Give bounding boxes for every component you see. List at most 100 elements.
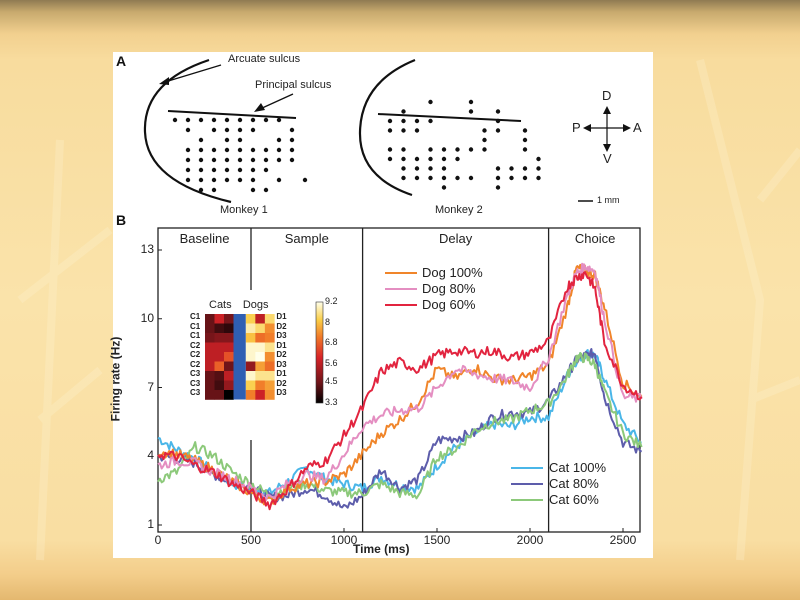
compass-up-arrowhead	[603, 106, 611, 114]
monkey1-label: Monkey 1	[220, 204, 268, 216]
monkey1-recording-site	[211, 157, 217, 163]
monkey2-recording-site	[401, 166, 406, 171]
heatmap-cell-cat	[224, 342, 234, 353]
heatmap-cell-cat	[224, 323, 234, 334]
monkey2-recording-site	[401, 175, 406, 181]
monkey1-recording-site	[250, 177, 256, 183]
series-line-cat-60-	[157, 352, 643, 500]
monkey1-arcuate-sulcus	[143, 58, 232, 204]
arcuate-arrow	[164, 64, 222, 83]
monkey2-recording-site	[536, 175, 541, 181]
heatmap-cell-dog	[264, 323, 275, 334]
plot-frame	[157, 227, 641, 533]
heatmap-cell-dog	[264, 380, 275, 391]
monkey1-recording-site	[185, 157, 191, 163]
heatmap-cell-cat	[205, 314, 215, 324]
x-tick-label: 1500	[423, 533, 451, 547]
monkey2-recording-site	[495, 118, 501, 124]
monkey1-recording-site	[250, 147, 256, 153]
monkey2-recording-site	[414, 175, 420, 181]
monkey1-recording-site	[276, 137, 282, 143]
heatmap-row-label: C1	[190, 312, 201, 321]
legend-entry: Dog 100%	[422, 265, 483, 280]
heatmap-cell-cat	[214, 380, 225, 391]
heatmap-cell-dog	[264, 333, 275, 343]
monkey2-recording-site	[522, 137, 528, 143]
principal-sulcus-label: Principal sulcus	[255, 79, 332, 91]
y-tick-label: 4	[147, 448, 154, 463]
heatmap-row-label: D3	[276, 331, 287, 340]
monkey2-recording-site	[522, 166, 528, 171]
heatmap-cell-cat	[214, 390, 225, 400]
colorbar-tick-label: 6.8	[325, 337, 338, 348]
monkey2-arcuate-sulcus	[358, 58, 416, 197]
heatmap-cell-dog	[245, 323, 256, 334]
heatmap-row-label: D2	[276, 378, 287, 388]
monkey1-recording-site	[198, 117, 204, 123]
monkey1-recording-site	[198, 177, 204, 183]
monkey1-recording-site	[185, 127, 191, 133]
heatmap-cell-cat	[224, 390, 234, 400]
monkey2-recording-site	[495, 185, 501, 190]
heatmap-cell-dog	[264, 314, 275, 324]
y-tick-label: 7	[147, 379, 154, 394]
legend-entry: Dog 80%	[422, 281, 476, 296]
monkey1-recording-site	[289, 137, 295, 143]
heatmap-cell-cat	[224, 314, 234, 324]
monkey2-recording-site	[455, 156, 460, 162]
legend-entry: Cat 100%	[549, 460, 607, 475]
monkey2-recording-site	[536, 166, 541, 171]
monkey1-principal-sulcus	[167, 110, 297, 119]
y-tick-label: 10	[140, 310, 154, 325]
heatmap-cell-cat	[205, 323, 215, 334]
monkey1-recording-site	[263, 167, 269, 173]
monkey2-recording-site	[428, 175, 433, 181]
monkey2-recording-site	[522, 175, 528, 181]
monkey1-recording-site	[276, 177, 282, 183]
heatmap-row-label: C1	[190, 331, 201, 340]
epoch-label: Baseline	[179, 231, 230, 246]
monkey2-recording-site	[441, 156, 447, 162]
epoch-label: Choice	[574, 231, 616, 246]
monkey1-recording-site	[237, 167, 243, 173]
monkey1-recording-site	[198, 187, 204, 193]
compass-posterior-label: P	[572, 120, 581, 135]
monkey1-recording-site	[185, 177, 191, 183]
monkey2-recording-site	[468, 109, 474, 114]
heatmap-row-label: D1	[276, 312, 287, 321]
monkey1-recording-site	[224, 157, 230, 163]
heatmap-cell-dog	[255, 314, 266, 324]
heatmap-cell-dog	[255, 371, 266, 381]
monkey2-recording-site	[401, 109, 406, 114]
y-tick-label: 1	[147, 517, 154, 531]
heatmap-cell-cat	[205, 352, 215, 362]
panel-a-recording-map	[143, 58, 631, 204]
monkey1-recording-site	[198, 167, 204, 173]
monkey2-recording-site	[414, 166, 420, 171]
monkey1-recording-site	[263, 157, 269, 163]
monkey2-recording-site	[482, 137, 487, 143]
heatmap-row-label: C3	[190, 388, 201, 397]
firing-rate-chart	[157, 227, 643, 533]
heatmap-cell-dog	[255, 352, 266, 362]
heatmap-divider	[233, 314, 246, 400]
panel-b-letter: B	[116, 212, 127, 228]
monkey2-recording-site	[414, 128, 420, 133]
compass-dorsal-label: D	[602, 88, 612, 103]
monkey2-recording-site	[441, 185, 447, 190]
monkey2-recording-site	[522, 147, 528, 152]
compass-rose	[586, 110, 628, 149]
monkey2-recording-site	[455, 175, 460, 181]
monkey1-recording-site	[211, 127, 217, 133]
heatmap-cell-dog	[255, 390, 266, 400]
monkey1-recording-site	[185, 117, 191, 123]
monkey2-recording-site	[387, 128, 393, 133]
colorbar-tick-label: 4.5	[325, 376, 338, 387]
monkey1-recording-site	[263, 187, 269, 193]
monkey1-recording-site	[237, 157, 243, 163]
heatmap-cell-cat	[205, 371, 215, 381]
heatmap-cell-cat	[214, 352, 225, 362]
heatmap-cell-dog	[245, 390, 256, 400]
heatmap-cell-cat	[224, 352, 234, 362]
